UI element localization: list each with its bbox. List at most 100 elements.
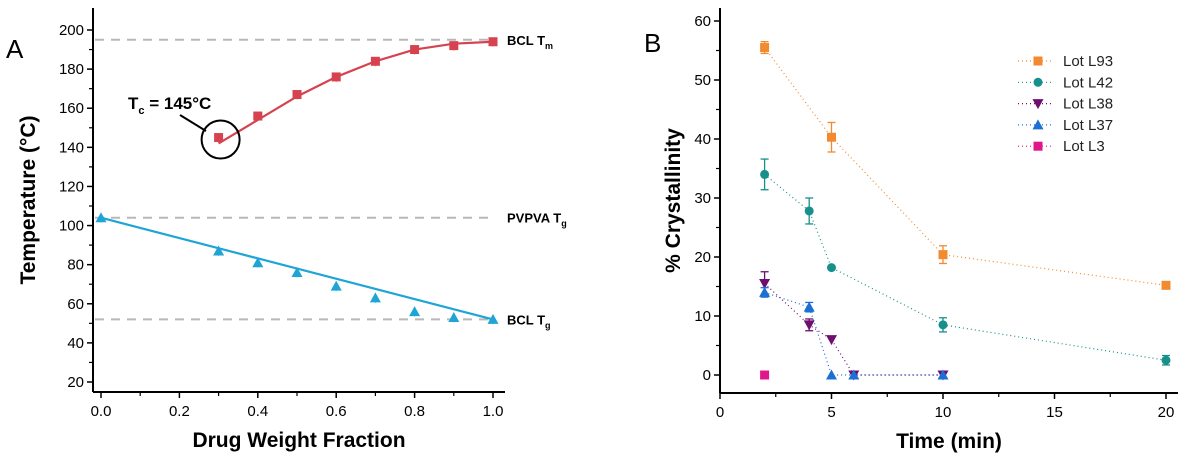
x-tick-label: 1.0 — [483, 403, 504, 420]
y-tick-label: 20 — [694, 249, 711, 266]
series-lot-l42 — [760, 158, 1171, 366]
data-point — [487, 313, 499, 324]
series-lot-l3 — [760, 370, 770, 380]
x-tick-label: 20 — [1158, 404, 1175, 421]
x-tick-label: 5 — [827, 404, 835, 421]
data-point — [803, 301, 815, 312]
series-line — [764, 173, 1167, 361]
x-tick-label: 0.6 — [326, 403, 347, 420]
data-point — [759, 286, 771, 297]
y-tick-label: 20 — [67, 374, 84, 391]
data-point — [291, 266, 303, 277]
legend-item: Lot L3 — [1018, 138, 1105, 155]
fit-line — [218, 40, 494, 145]
y-tick-label: 50 — [694, 72, 711, 89]
data-point — [213, 245, 225, 256]
reference-label: PVPVA Tg — [507, 211, 567, 229]
data-point — [1161, 280, 1171, 290]
x-tick-label: 0 — [716, 404, 724, 421]
series-line — [764, 283, 943, 376]
y-axis-label: Temperature (°C) — [17, 115, 40, 284]
y-axis-label: % Crystallinity — [662, 128, 685, 273]
data-point — [448, 311, 460, 322]
series-lot-l93 — [760, 41, 1171, 290]
data-point — [214, 133, 224, 143]
legend-item: Lot L42 — [1018, 74, 1113, 91]
data-point — [370, 56, 380, 66]
x-tick-label: 0.8 — [404, 403, 425, 420]
data-point — [292, 90, 302, 100]
data-point — [826, 335, 837, 346]
series-lot-l37 — [759, 286, 949, 380]
data-point — [938, 320, 948, 330]
data-point — [330, 280, 342, 291]
data-point — [937, 369, 949, 380]
y-tick-label: 180 — [59, 61, 84, 78]
y-tick-label: 100 — [59, 218, 84, 235]
data-point — [760, 370, 770, 380]
annotation-text: Tc = 145°C — [128, 94, 211, 117]
data-point — [804, 206, 814, 216]
legend-marker — [1032, 119, 1044, 130]
legend-label: Lot L3 — [1063, 138, 1105, 155]
panel-A: 0.0 0.2 0.4 0.6 0.8 1.0 20 40 60 80 100 120 140 160 18… — [6, 8, 567, 452]
y-tick-label: 40 — [67, 335, 84, 352]
data-point — [488, 37, 498, 47]
legend-marker — [1033, 77, 1043, 87]
data-point — [848, 369, 860, 380]
panel-B: 0 5 10 15 20 0 10 20 30 40 50 60 Time (min) % Crystal… — [644, 8, 1178, 453]
y-tick-label: 10 — [694, 308, 711, 325]
y-tick-label: 200 — [59, 22, 84, 39]
data-point — [409, 306, 421, 317]
y-tick-label: 40 — [694, 131, 711, 148]
data-point — [759, 279, 771, 290]
data-point — [1161, 355, 1171, 365]
reference-label: BCL Tg — [507, 312, 551, 330]
data-point — [253, 111, 263, 121]
y-tick-label: 60 — [67, 296, 84, 313]
data-point — [938, 250, 948, 260]
data-point — [410, 45, 420, 55]
legend-item: Lot L93 — [1018, 53, 1113, 70]
reference-label: BCL Tm — [507, 33, 553, 51]
panel-label: A — [6, 34, 24, 64]
y-tick-label: 140 — [59, 139, 84, 156]
annotation-leader — [179, 114, 207, 132]
x-tick-label: 10 — [935, 404, 952, 421]
y-tick-label: 80 — [67, 257, 84, 274]
x-tick-label: 0.0 — [91, 403, 112, 420]
legend-label: Lot L93 — [1063, 53, 1113, 70]
legend-marker — [1032, 99, 1044, 110]
legend-marker — [1033, 141, 1043, 151]
annotation-circle — [200, 119, 241, 160]
data-point — [827, 263, 836, 273]
data-point — [760, 43, 770, 53]
data-point — [369, 292, 381, 303]
legend-item: Lot L37 — [1018, 117, 1113, 134]
y-tick-label: 160 — [59, 100, 84, 117]
legend-item: Lot L38 — [1018, 96, 1113, 113]
x-axis-label: Time (min) — [896, 430, 1002, 453]
series-line — [764, 291, 943, 376]
y-tick-label: 60 — [694, 13, 711, 30]
data-point — [449, 41, 459, 51]
x-tick-label: 0.4 — [247, 403, 268, 420]
legend-marker — [1033, 56, 1043, 66]
data-point — [760, 169, 770, 179]
x-tick-label: 0.2 — [169, 403, 190, 420]
series-line — [764, 47, 1167, 286]
data-point — [331, 72, 341, 82]
series-lot-l38 — [759, 271, 949, 381]
legend-label: Lot L38 — [1063, 96, 1113, 113]
legend-label: Lot L37 — [1063, 117, 1113, 134]
panel-label: B — [644, 28, 661, 58]
data-point — [827, 132, 836, 142]
x-tick-label: 15 — [1046, 404, 1063, 421]
data-point — [252, 257, 264, 268]
y-tick-label: 120 — [59, 178, 84, 195]
x-axis-label: Drug Weight Fraction — [192, 429, 405, 452]
legend-label: Lot L42 — [1063, 74, 1113, 91]
data-point — [95, 212, 107, 223]
y-tick-label: 30 — [694, 190, 711, 207]
